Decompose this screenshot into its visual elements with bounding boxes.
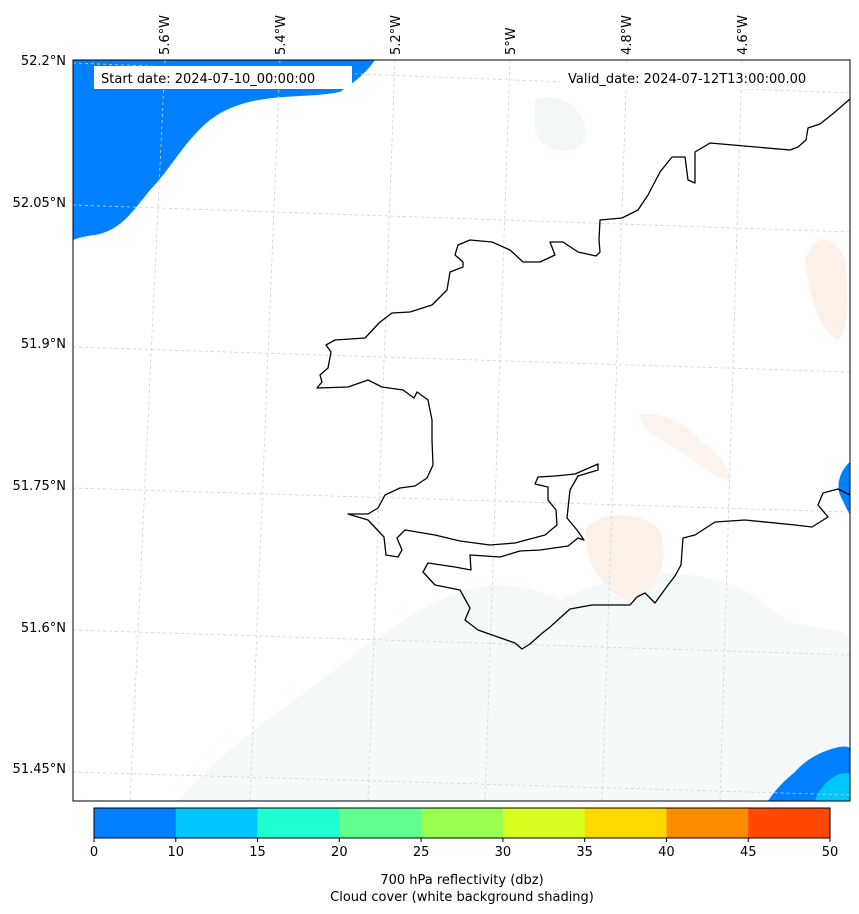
colorbar-swatch — [748, 808, 831, 838]
latitude-labels: 52.2°N 52.05°N 51.9°N 51.75°N 51.6°N 51.… — [13, 54, 66, 777]
colorbar-swatch — [421, 808, 504, 838]
colorbar-tick-label: 20 — [331, 845, 348, 860]
colorbar-tick-label: 0 — [90, 845, 98, 860]
lon-label: 5.6°W — [158, 15, 173, 55]
colorbar-swatch — [339, 808, 422, 838]
colorbar-tick-label: 25 — [413, 845, 430, 860]
coastline — [316, 98, 850, 650]
lat-label: 52.2°N — [21, 54, 66, 69]
lat-label: 51.45°N — [13, 762, 66, 777]
colorbar-tick-label: 10 — [168, 845, 185, 860]
cloud-shading-east — [805, 239, 848, 340]
colorbar-tick-label: 15 — [249, 845, 266, 860]
colorbar-swatch — [257, 808, 340, 838]
cloud-shading-ridge — [640, 414, 730, 480]
start-date-label: Start date: 2024-07-10_00:00:00 — [101, 72, 315, 87]
colorbar: 0 10 15 20 25 30 35 40 45 50 700 hPa reflectivity… — [90, 807, 839, 905]
start-date-box — [94, 66, 352, 89]
lat-label: 51.6°N — [21, 621, 66, 636]
longitude-labels: 5.6°W 5.4°W 5.2°W 5°W 4.8°W 4.6°W — [158, 15, 751, 55]
colorbar-swatch — [584, 808, 667, 838]
colorbar-swatch — [94, 808, 177, 838]
colorbar-tick-label: 35 — [576, 845, 593, 860]
lat-label: 51.75°N — [13, 479, 66, 494]
valid-date-box — [560, 66, 830, 89]
reflectivity-blob-northwest — [73, 60, 375, 240]
lon-label: 4.6°W — [736, 15, 751, 55]
colorbar-tick-label: 45 — [740, 845, 757, 860]
reflectivity-blob-east — [838, 462, 850, 515]
lat-label: 52.05°N — [13, 196, 66, 211]
colorbar-swatch — [502, 808, 586, 838]
colorbar-frame — [93, 807, 831, 839]
lon-label: 5.4°W — [274, 15, 289, 55]
map-frame — [72, 59, 851, 802]
colorbar-label-line2: Cloud cover (white background shading) — [330, 890, 594, 905]
colorbar-tick-label: 40 — [658, 845, 675, 860]
colorbar-swatch — [666, 808, 749, 838]
lon-label: 5°W — [504, 27, 519, 55]
cloud-shading-northeast — [535, 97, 586, 151]
graticule — [73, 60, 850, 801]
valid-date-label: Valid_date: 2024-07-12T13:00:00.00 — [568, 72, 806, 87]
lon-label: 5.2°W — [389, 15, 404, 55]
colorbar-swatch — [175, 808, 259, 838]
lon-label: 4.8°W — [620, 15, 635, 55]
colorbar-label-line1: 700 hPa reflectivity (dbz) — [380, 873, 543, 888]
colorbar-tick-label: 30 — [495, 845, 512, 860]
cloud-shading-south — [180, 573, 850, 801]
cloud-shading-center — [585, 515, 664, 600]
colorbar-tick-label: 50 — [822, 845, 839, 860]
lat-label: 51.9°N — [21, 337, 66, 352]
